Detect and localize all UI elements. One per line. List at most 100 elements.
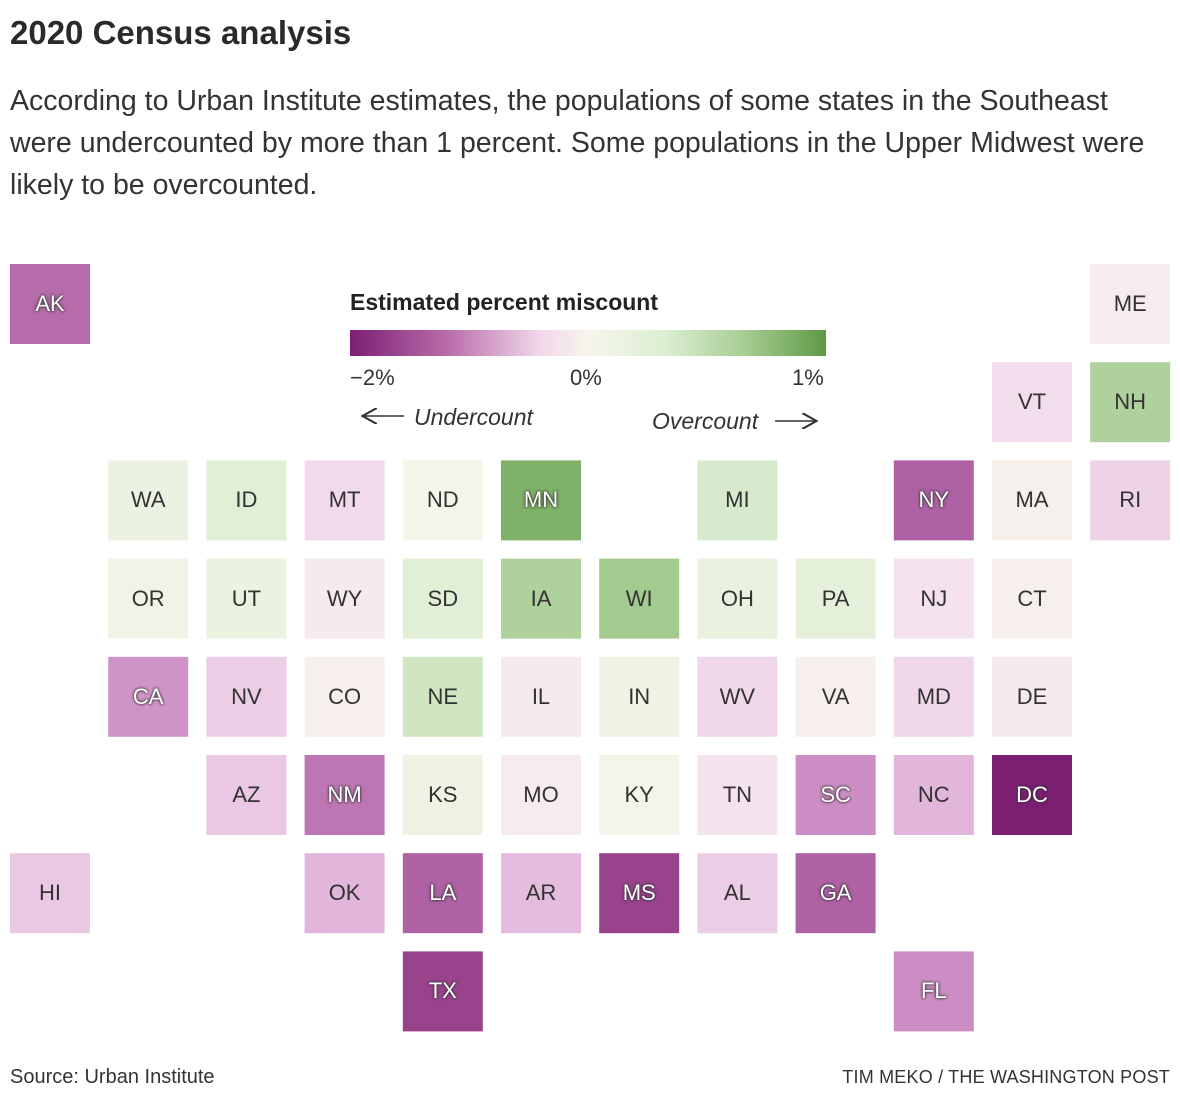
state-tile-mt xyxy=(304,460,385,541)
state-label-nj: NJ xyxy=(894,559,974,639)
state-tile-md xyxy=(893,656,974,737)
state-abbr: AR xyxy=(525,880,557,906)
state-tile-mn xyxy=(501,460,581,541)
state-tile-in xyxy=(599,656,680,737)
state-label-md: MD xyxy=(894,657,974,737)
state-abbr: NH xyxy=(1114,389,1147,415)
legend-title: Estimated percent miscount xyxy=(350,289,659,315)
state-abbr: CT xyxy=(1017,585,1047,611)
state-tile-hi xyxy=(10,853,90,934)
page-title: 2020 Census analysis xyxy=(10,14,352,51)
state-tile-wv xyxy=(697,656,778,737)
state-tile-wi xyxy=(599,558,680,639)
subtitle: According to Urban Institute estimates, … xyxy=(10,85,1145,201)
state-tile-nm xyxy=(304,755,385,835)
state-tile-ms xyxy=(599,853,680,934)
state-abbr: MD xyxy=(916,683,951,709)
state-label-ct: CT xyxy=(992,559,1072,639)
state-tile-de xyxy=(992,656,1072,737)
state-abbr: IN xyxy=(628,683,651,709)
state-label-ar: AR xyxy=(501,853,581,933)
state-tile-sc xyxy=(795,755,876,835)
state-tile-ok xyxy=(304,853,385,934)
state-label-in: IN xyxy=(599,657,679,737)
state-abbr: MI xyxy=(725,487,750,513)
state-tile-mi xyxy=(697,460,778,541)
legend-tick-min: −2% xyxy=(350,365,395,390)
state-abbr: MN xyxy=(523,487,559,513)
state-tile-pa xyxy=(795,558,876,639)
state-label-nh: NH xyxy=(1090,362,1170,442)
state-tile-me xyxy=(1090,264,1171,344)
state-tile-ma xyxy=(992,460,1072,541)
state-tile-wa xyxy=(108,460,189,541)
state-abbr: OK xyxy=(328,880,361,906)
state-abbr: WY xyxy=(326,585,363,611)
state-label-ok: OK xyxy=(305,853,385,933)
state-tile-fl xyxy=(893,951,974,1032)
state-abbr: ID xyxy=(235,487,258,513)
overcount-label: Overcount xyxy=(652,408,759,434)
state-abbr: CA xyxy=(132,683,164,709)
state-label-wi: WI xyxy=(599,559,679,639)
state-tile-ky xyxy=(599,755,680,835)
state-label-ga: GA xyxy=(796,853,876,933)
state-abbr: ME xyxy=(1113,291,1147,316)
state-label-ks: KS xyxy=(403,755,483,835)
state-label-hi: HI xyxy=(10,853,90,933)
state-label-fl: FL xyxy=(894,951,974,1031)
state-abbr: LA xyxy=(429,880,457,906)
state-abbr: PA xyxy=(821,585,850,611)
state-label-tx: TX xyxy=(403,951,483,1031)
state-label-ca: CA xyxy=(108,657,188,737)
legend-tick-max: 1% xyxy=(792,365,824,390)
state-label-sd: SD xyxy=(403,559,483,639)
state-label-wa: WA xyxy=(108,460,188,540)
state-tile-la xyxy=(402,853,483,934)
state-abbr: NY xyxy=(918,487,950,513)
state-label-or: OR xyxy=(108,559,188,639)
state-abbr: AZ xyxy=(232,782,261,807)
state-label-de: DE xyxy=(992,657,1072,737)
state-abbr: NE xyxy=(427,683,459,709)
state-abbr: WI xyxy=(625,585,653,611)
state-abbr: UT xyxy=(231,585,262,611)
state-tile-ri xyxy=(1090,460,1171,541)
state-label-pa: PA xyxy=(796,559,876,639)
state-abbr: CO xyxy=(328,683,362,709)
state-tile-ne xyxy=(402,656,483,737)
state-abbr: OH xyxy=(720,585,754,611)
state-label-wy: WY xyxy=(305,559,385,639)
state-abbr: MS xyxy=(622,880,656,906)
state-label-al: AL xyxy=(697,853,777,933)
state-tile-oh xyxy=(697,558,778,639)
state-label-mo: MO xyxy=(501,755,581,835)
state-label-nd: ND xyxy=(403,460,483,540)
state-label-oh: OH xyxy=(697,559,777,639)
state-tile-ks xyxy=(402,755,483,835)
state-label-ri: RI xyxy=(1090,460,1170,540)
state-tile-id xyxy=(206,460,287,541)
state-abbr: NC xyxy=(917,782,950,807)
state-label-dc: DC xyxy=(992,755,1072,835)
state-abbr: WA xyxy=(130,487,166,513)
state-abbr: NV xyxy=(231,683,262,709)
state-label-ny: NY xyxy=(894,460,974,540)
state-tile-il xyxy=(501,656,581,737)
state-label-tn: TN xyxy=(697,755,777,835)
state-abbr: IA xyxy=(530,585,552,611)
state-abbr: MT xyxy=(328,487,361,513)
state-label-mt: MT xyxy=(305,460,385,540)
state-abbr: DE xyxy=(1016,683,1048,709)
state-label-nv: NV xyxy=(206,657,286,737)
state-tile-ar xyxy=(501,853,581,934)
state-label-wv: WV xyxy=(697,657,777,737)
state-tile-ny xyxy=(893,460,974,541)
state-tile-tn xyxy=(697,755,778,835)
state-abbr: RI xyxy=(1119,487,1142,513)
state-abbr: TX xyxy=(428,978,457,1004)
state-label-nc: NC xyxy=(894,755,974,835)
state-tile-nj xyxy=(893,558,974,639)
state-abbr: SC xyxy=(820,782,851,807)
